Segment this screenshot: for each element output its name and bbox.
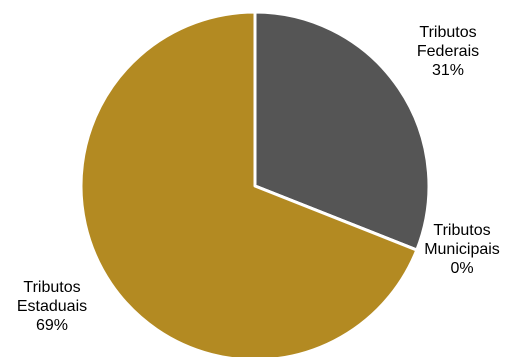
- data-label-tributos-municipais: Tributos Municipais 0%: [424, 222, 500, 277]
- label-line: Estaduais: [17, 298, 87, 315]
- pie-data-labels: Tributos Federais 31%Tributos Municipais 0%T…: [17, 24, 500, 334]
- value-label: 69%: [36, 317, 68, 334]
- data-label-tributos-federais: Tributos Federais 31%: [417, 24, 479, 79]
- data-label-tributos-estaduais: Tributos Estaduais 69%: [17, 279, 87, 334]
- label-line: Municipais: [424, 241, 500, 258]
- label-line: Federais: [417, 43, 479, 60]
- slice-tributos-estaduais: [79, 10, 419, 357]
- label-line: Tributos: [419, 24, 476, 41]
- value-label: 0%: [450, 260, 473, 277]
- value-label: 31%: [432, 62, 464, 79]
- label-line: Tributos: [23, 279, 80, 296]
- pie-slices: [79, 10, 431, 357]
- label-line: Tributos: [433, 222, 490, 239]
- slice-tributos-federais: [253, 10, 431, 252]
